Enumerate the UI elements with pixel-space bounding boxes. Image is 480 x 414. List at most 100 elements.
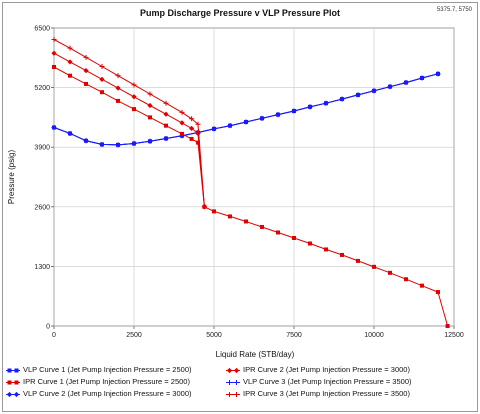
data-point xyxy=(51,36,57,42)
data-point xyxy=(195,121,201,127)
legend-symbol xyxy=(7,368,12,373)
legend-marker-icon xyxy=(226,378,240,387)
data-point xyxy=(189,116,195,122)
legend-label: VLP Curve 2 (Jet Pump Injection Pressure… xyxy=(23,389,192,398)
data-point xyxy=(308,241,312,246)
y-tick-label: 1300 xyxy=(34,264,50,271)
data-point xyxy=(387,84,393,90)
legend-marker-icon xyxy=(226,366,240,375)
y-tick-label: 6500 xyxy=(34,26,50,33)
data-point xyxy=(163,111,169,117)
plot-background xyxy=(53,27,455,327)
legend-label: IPR Curve 3 (Jet Pump Injection Pressure… xyxy=(243,389,410,398)
data-point xyxy=(292,235,296,240)
data-point xyxy=(196,140,200,145)
data-point xyxy=(163,100,169,106)
data-point xyxy=(436,290,440,295)
legend-symbol xyxy=(227,379,232,385)
legend-item: IPR Curve 3 (Jet Pump Injection Pressure… xyxy=(226,388,410,399)
data-point xyxy=(445,324,450,328)
data-point xyxy=(99,141,105,147)
data-point xyxy=(83,54,89,60)
legend-item: IPR Curve 1 (Jet Pump Injection Pressure… xyxy=(6,376,190,387)
x-tick-label: 2500 xyxy=(126,332,142,339)
legend-marker-icon xyxy=(6,390,20,399)
legend-marker-graphic xyxy=(226,367,240,373)
x-tick-label: 10000 xyxy=(364,332,384,339)
legend-marker-icon xyxy=(6,366,20,375)
y-axis-title: Pressure (psig) xyxy=(7,150,16,205)
data-point xyxy=(67,45,73,51)
data-point xyxy=(83,138,89,144)
data-point xyxy=(67,59,73,65)
data-point xyxy=(51,124,57,130)
legend-item: VLP Curve 1 (Jet Pump Injection Pressure… xyxy=(6,364,192,375)
data-point xyxy=(228,214,232,219)
legend-symbol xyxy=(6,391,13,397)
data-point xyxy=(189,125,195,132)
legend-symbol xyxy=(14,368,19,373)
data-point xyxy=(148,115,152,120)
data-point xyxy=(244,219,248,224)
data-point xyxy=(179,109,185,115)
chart-canvas: Pump Discharge Pressure v VLP Pressure P… xyxy=(7,7,473,359)
data-point xyxy=(323,100,329,106)
data-point xyxy=(276,230,280,235)
legend: VLP Curve 1 (Jet Pump Injection Pressure… xyxy=(6,362,476,410)
data-point xyxy=(339,96,345,102)
legend-symbol xyxy=(234,391,239,397)
legend-label: IPR Curve 2 (Jet Pump Injection Pressure… xyxy=(243,365,410,374)
legend-label: IPR Curve 1 (Jet Pump Injection Pressure… xyxy=(23,377,190,386)
chart-title: Pump Discharge Pressure v VLP Pressure P… xyxy=(140,8,340,18)
data-point xyxy=(51,50,57,56)
data-point xyxy=(404,277,408,282)
data-point xyxy=(324,247,328,252)
legend-marker-graphic xyxy=(226,379,240,385)
data-point xyxy=(227,123,233,129)
data-point xyxy=(275,112,281,118)
data-point xyxy=(180,131,184,136)
y-tick-label: 2600 xyxy=(34,204,50,211)
series-line xyxy=(53,39,205,207)
x-tick-label: 7500 xyxy=(286,332,302,339)
x-tick-label: 5000 xyxy=(206,332,222,339)
data-point xyxy=(189,136,194,141)
data-point xyxy=(115,142,121,148)
data-point xyxy=(435,71,441,77)
plot-area[interactable]: 0 2500 5000 7500 10000 12500 0 1300 2600 3900 5200… xyxy=(34,26,463,340)
data-point xyxy=(371,88,377,94)
legend-label: VLP Curve 1 (Jet Pump Injection Pressure… xyxy=(23,365,192,374)
legend-symbol xyxy=(234,379,239,385)
data-point xyxy=(211,126,217,132)
data-point xyxy=(259,115,265,121)
data-point xyxy=(100,90,104,95)
y-tick-label: 0 xyxy=(46,324,50,331)
y-tick-label: 3900 xyxy=(34,145,50,152)
data-point xyxy=(147,138,153,144)
data-point xyxy=(83,68,89,74)
legend-marker-graphic xyxy=(6,391,20,397)
data-point xyxy=(131,82,137,88)
data-point xyxy=(115,73,121,79)
y-tick-label: 5200 xyxy=(34,85,50,92)
legend-symbol xyxy=(14,380,19,385)
legend-marker-graphic xyxy=(226,391,240,397)
data-point xyxy=(116,98,120,103)
data-point xyxy=(132,107,136,112)
data-point xyxy=(340,252,344,257)
data-point xyxy=(67,130,73,136)
series-5 xyxy=(51,50,207,210)
data-point xyxy=(131,94,137,100)
series-line xyxy=(53,66,449,327)
cursor-readout: 5375.7, 5750 xyxy=(437,7,473,13)
data-point xyxy=(419,75,425,81)
legend-item: IPR Curve 2 (Jet Pump Injection Pressure… xyxy=(226,364,410,375)
data-point xyxy=(99,76,105,82)
data-point xyxy=(212,209,216,214)
data-point xyxy=(115,85,121,91)
data-point xyxy=(372,264,376,269)
x-axis-title: Liquid Rate (STB/day) xyxy=(216,350,295,359)
legend-item: VLP Curve 3 (Jet Pump Injection Pressure… xyxy=(226,376,412,387)
legend-marker-icon xyxy=(6,378,20,387)
data-point xyxy=(68,73,72,78)
